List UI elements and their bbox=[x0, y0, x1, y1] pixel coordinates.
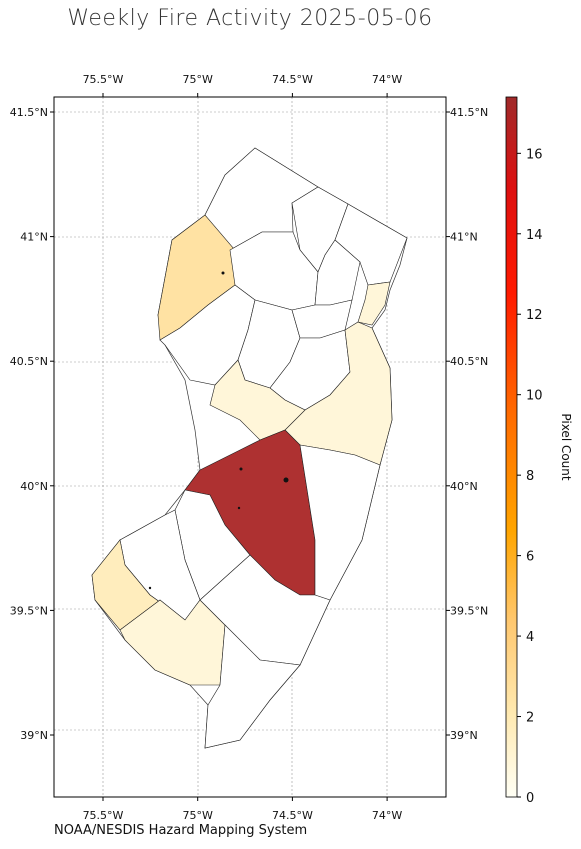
lat-tick-label-right: 39.5°N bbox=[450, 604, 488, 617]
fire-pixel bbox=[237, 506, 241, 510]
colorbar-tick-label: 2 bbox=[526, 711, 534, 726]
lon-tick-label-bottom: 74.5°W bbox=[272, 809, 313, 822]
lat-tick-label-right: 40.5°N bbox=[450, 355, 488, 368]
map-title: Weekly Fire Activity 2025-05-06 bbox=[67, 6, 433, 31]
fire-pixel bbox=[239, 467, 243, 471]
colorbar bbox=[505, 96, 518, 798]
lon-ticks-bottom: 75.5°W 75°W 74.5°W 74°W bbox=[83, 797, 402, 822]
fire-pixel bbox=[283, 477, 289, 483]
lon-tick-label-bottom: 75.5°W bbox=[83, 809, 124, 822]
colorbar-tick-label: 8 bbox=[526, 469, 534, 484]
lat-tick-label-left: 39.5°N bbox=[10, 604, 48, 617]
county-mercer[interactable] bbox=[209, 359, 306, 441]
lon-tick-label-top: 75.5°W bbox=[83, 73, 124, 86]
lat-tick-label-left: 40.5°N bbox=[10, 355, 48, 368]
fire-pixels bbox=[148, 271, 289, 590]
lat-ticks-left: 41.5°N 41°N 40.5°N 40°N 39.5°N 39°N bbox=[10, 106, 54, 742]
lon-tick-label-bottom: 75°W bbox=[183, 809, 213, 822]
lon-tick-label-bottom: 74°W bbox=[372, 809, 402, 822]
colorbar-tick-label: 6 bbox=[526, 550, 534, 565]
county-hudson[interactable] bbox=[357, 281, 391, 326]
lat-tick-label-right: 41.5°N bbox=[450, 106, 488, 119]
lat-tick-label-left: 41.5°N bbox=[10, 106, 48, 119]
lat-tick-label-right: 41°N bbox=[450, 231, 478, 244]
colorbar-tick-label: 4 bbox=[526, 630, 534, 645]
colorbar-tick-label: 10 bbox=[526, 389, 543, 404]
lat-tick-label-left: 40°N bbox=[20, 480, 48, 493]
lat-tick-label-right: 39°N bbox=[450, 729, 478, 742]
fire-pixel bbox=[148, 586, 152, 590]
colorbar-tick-label: 12 bbox=[526, 308, 543, 323]
colorbar-ticks: 0 2 4 6 8 10 12 14 16 bbox=[517, 147, 543, 806]
lon-tick-label-top: 74°W bbox=[372, 73, 402, 86]
counties bbox=[91, 147, 408, 749]
county-cape-may[interactable] bbox=[204, 624, 301, 749]
lon-tick-label-top: 74.5°W bbox=[272, 73, 313, 86]
lat-tick-label-right: 40°N bbox=[450, 480, 478, 493]
colorbar-tick-label: 0 bbox=[526, 791, 534, 806]
map-frame bbox=[53, 96, 447, 798]
colorbar-tick-label: 14 bbox=[526, 228, 543, 243]
colorbar-label: Pixel Count bbox=[559, 413, 573, 481]
fire-pixel bbox=[221, 271, 225, 275]
lon-ticks-top: 75.5°W 75°W 74.5°W 74°W bbox=[83, 73, 402, 97]
lat-ticks-right: 41.5°N 41°N 40.5°N 40°N 39.5°N 39°N bbox=[446, 106, 488, 742]
lat-tick-label-left: 39°N bbox=[20, 729, 48, 742]
lat-tick-label-left: 41°N bbox=[20, 231, 48, 244]
lon-tick-label-top: 75°W bbox=[183, 73, 213, 86]
colorbar-tick-label: 16 bbox=[526, 147, 543, 162]
county-ocean[interactable] bbox=[299, 444, 381, 601]
data-credit: NOAA/NESDIS Hazard Mapping System bbox=[54, 823, 308, 838]
